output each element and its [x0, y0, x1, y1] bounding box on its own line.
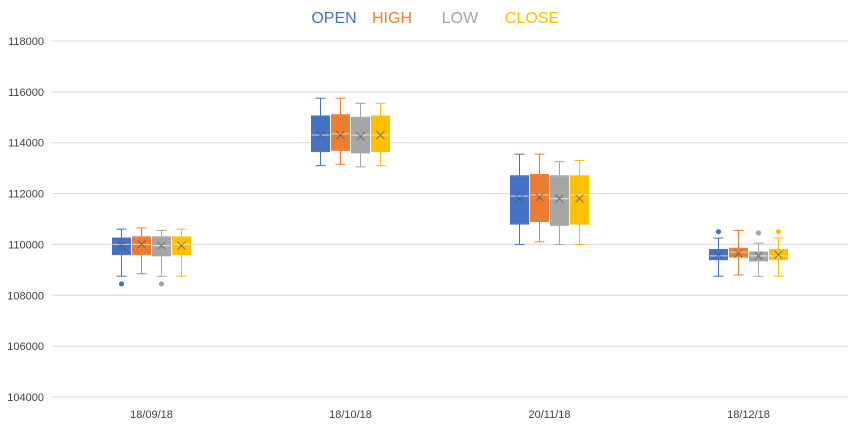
- box-outline: [172, 236, 191, 256]
- mean-marker: [555, 194, 564, 204]
- box-low-2: [550, 161, 569, 245]
- y-tick-label: 114000: [8, 138, 44, 150]
- y-tick-label: 116000: [8, 87, 44, 99]
- box-low-3: [749, 230, 768, 277]
- box-iqr: [550, 175, 569, 226]
- outlier-point: [755, 230, 762, 236]
- outlier-point: [775, 229, 782, 235]
- mean-marker: [356, 132, 365, 141]
- mean-marker: [316, 130, 325, 140]
- mean-marker: [117, 241, 126, 251]
- box-iqr: [331, 114, 350, 151]
- mean-marker: [734, 248, 743, 258]
- x-tick-label: 20/11/18: [528, 409, 570, 421]
- mean-marker: [714, 250, 723, 259]
- grid: [52, 40, 848, 398]
- outlier-point: [118, 281, 125, 287]
- outlier-point: [158, 281, 165, 287]
- box-high-2: [530, 153, 549, 243]
- x-tick-label: 18/12/18: [727, 409, 770, 421]
- box-close-2: [570, 160, 589, 245]
- box-iqr: [570, 175, 589, 225]
- box-open-3: [709, 229, 728, 277]
- box-outline: [550, 175, 569, 226]
- legend-item-open: OPEN: [311, 10, 356, 27]
- box-outline: [570, 175, 589, 225]
- y-tick-label: 106000: [7, 341, 44, 353]
- mean-marker: [575, 194, 584, 204]
- box-outline: [371, 115, 390, 153]
- box-iqr: [132, 236, 151, 256]
- y-tick-label: 108000: [7, 290, 44, 302]
- mean-marker: [535, 193, 544, 202]
- mean-marker: [376, 130, 385, 140]
- x-tick-label: 18/09/18: [130, 409, 173, 421]
- box-outline: [729, 247, 748, 258]
- box-iqr: [311, 115, 330, 153]
- mean-marker: [177, 241, 186, 251]
- mean-marker: [137, 240, 146, 249]
- box-close-3: [769, 229, 788, 277]
- box-outline: [510, 175, 529, 225]
- box-outline: [749, 251, 768, 262]
- box-low-0: [152, 229, 171, 287]
- mean-marker: [336, 130, 345, 140]
- box-outline: [152, 236, 171, 257]
- box-outline: [132, 236, 151, 256]
- mean-marker: [515, 194, 524, 204]
- mean-marker: [754, 251, 763, 261]
- y-tick-label: 118000: [8, 36, 44, 48]
- box-iqr: [510, 175, 529, 225]
- box-high-3: [729, 229, 748, 276]
- box-iqr: [371, 115, 390, 153]
- box-high-1: [331, 97, 350, 165]
- mean-marker: [774, 250, 783, 259]
- x-axis: 18/09/18 18/10/18 20/11/18 18/12/18: [130, 409, 770, 421]
- box-outline: [530, 174, 549, 223]
- box-outline: [331, 114, 350, 151]
- y-tick-label: 112000: [8, 189, 44, 201]
- y-axis: 104000 106000 108000 110000 112000 114000 1160…: [7, 36, 44, 404]
- box-open-1: [311, 97, 330, 167]
- box-outline: [709, 249, 728, 261]
- box-close-1: [371, 102, 390, 167]
- legend-item-high: HIGH: [372, 10, 412, 27]
- box-open-0: [112, 228, 131, 287]
- legend-item-low: LOW: [442, 10, 479, 27]
- y-tick-label: 104000: [7, 392, 44, 404]
- box-low-1: [351, 102, 370, 168]
- box-high-0: [132, 227, 151, 275]
- legend-item-close: CLOSE: [505, 10, 559, 27]
- mean-marker: [157, 241, 166, 251]
- plot-area: [112, 97, 788, 287]
- box-outline: [769, 249, 788, 261]
- legend: OPEN HIGH LOW CLOSE: [311, 10, 559, 27]
- x-tick-label: 18/10/18: [329, 409, 372, 421]
- box-open-2: [510, 153, 529, 245]
- box-close-0: [172, 228, 191, 277]
- box-outline: [112, 237, 131, 256]
- outlier-point: [715, 229, 722, 235]
- box-outline: [311, 115, 330, 153]
- y-tick-label: 110000: [8, 239, 44, 251]
